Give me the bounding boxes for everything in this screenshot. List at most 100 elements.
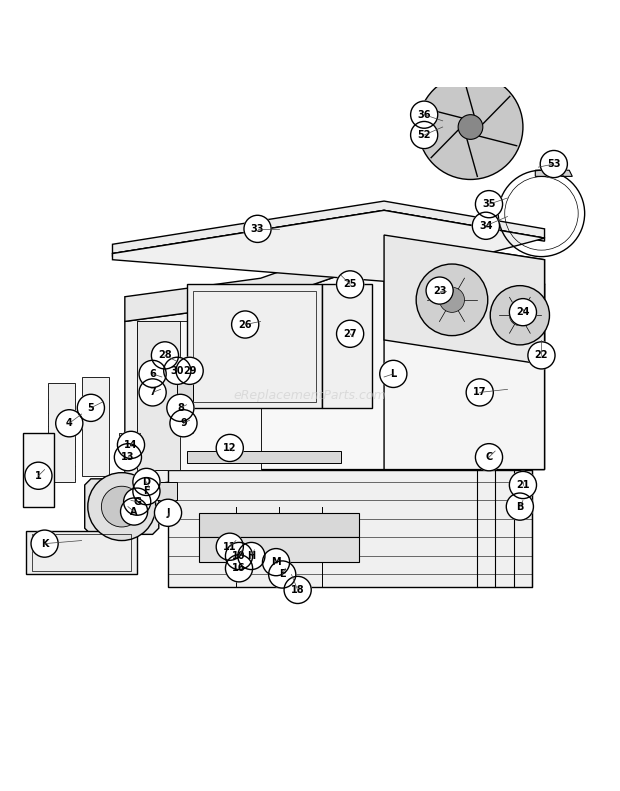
Circle shape [117, 431, 144, 459]
Polygon shape [187, 451, 341, 464]
Text: A: A [130, 506, 138, 517]
Text: 24: 24 [516, 307, 529, 317]
Circle shape [139, 361, 166, 388]
Circle shape [284, 577, 311, 604]
Polygon shape [112, 201, 544, 254]
Circle shape [151, 342, 179, 369]
Text: 29: 29 [183, 365, 197, 376]
Polygon shape [168, 470, 532, 587]
Polygon shape [322, 285, 372, 408]
Circle shape [476, 444, 503, 471]
Polygon shape [199, 537, 360, 562]
Text: 17: 17 [473, 388, 487, 397]
Circle shape [510, 305, 530, 326]
Circle shape [88, 473, 156, 540]
Polygon shape [137, 321, 260, 470]
Polygon shape [118, 433, 140, 464]
Circle shape [426, 277, 453, 305]
Text: 5: 5 [87, 403, 94, 413]
Circle shape [540, 150, 567, 178]
Polygon shape [125, 235, 544, 321]
Text: 28: 28 [158, 350, 172, 361]
Text: B: B [516, 501, 523, 512]
Text: 22: 22 [534, 350, 548, 361]
Text: 11: 11 [223, 542, 236, 551]
Circle shape [379, 361, 407, 388]
Circle shape [472, 212, 500, 240]
Text: F: F [143, 486, 150, 496]
Polygon shape [177, 371, 193, 433]
Polygon shape [187, 285, 322, 408]
Text: 10: 10 [232, 551, 246, 561]
Circle shape [167, 394, 194, 422]
Circle shape [416, 264, 488, 335]
Text: E: E [279, 570, 286, 580]
Polygon shape [260, 259, 544, 470]
Text: 16: 16 [232, 563, 246, 573]
Circle shape [238, 543, 265, 570]
Circle shape [123, 488, 151, 515]
Text: 18: 18 [291, 585, 304, 595]
Circle shape [154, 499, 182, 526]
Circle shape [226, 543, 252, 570]
Circle shape [337, 271, 364, 298]
Polygon shape [112, 210, 544, 282]
Circle shape [418, 74, 523, 180]
Text: 6: 6 [149, 369, 156, 379]
Text: 12: 12 [223, 443, 236, 453]
Polygon shape [146, 482, 177, 501]
Text: C: C [485, 452, 493, 462]
Polygon shape [82, 377, 109, 475]
Text: 27: 27 [343, 329, 357, 339]
Circle shape [170, 410, 197, 437]
Circle shape [507, 493, 533, 520]
Circle shape [466, 379, 494, 406]
Circle shape [226, 554, 252, 582]
Circle shape [31, 530, 58, 557]
Circle shape [410, 101, 438, 128]
Polygon shape [384, 235, 544, 365]
Circle shape [268, 561, 296, 588]
Polygon shape [384, 259, 544, 470]
Text: J: J [166, 508, 170, 518]
Circle shape [25, 462, 52, 490]
Circle shape [139, 379, 166, 406]
Text: 4: 4 [66, 418, 73, 428]
Circle shape [120, 498, 148, 525]
Text: K: K [41, 539, 48, 549]
Circle shape [244, 215, 271, 242]
Text: 30: 30 [170, 365, 184, 376]
Text: 35: 35 [482, 199, 496, 209]
Text: 14: 14 [124, 440, 138, 450]
Text: G: G [133, 497, 141, 507]
Polygon shape [535, 170, 572, 176]
Text: 8: 8 [177, 403, 184, 413]
Text: 9: 9 [180, 418, 187, 428]
Circle shape [56, 410, 83, 437]
Circle shape [216, 434, 243, 461]
Circle shape [133, 478, 160, 505]
Circle shape [490, 286, 549, 345]
Text: D: D [143, 477, 151, 487]
Text: M: M [271, 557, 281, 567]
Polygon shape [48, 383, 76, 482]
Circle shape [216, 533, 243, 560]
Circle shape [102, 486, 142, 527]
Polygon shape [23, 433, 54, 506]
Circle shape [510, 471, 536, 498]
Polygon shape [26, 532, 137, 574]
Circle shape [458, 115, 483, 139]
Text: eReplacementParts.com: eReplacementParts.com [234, 389, 386, 402]
Circle shape [78, 394, 104, 422]
Text: 7: 7 [149, 388, 156, 397]
Circle shape [262, 549, 290, 576]
Text: 53: 53 [547, 159, 560, 169]
Text: 34: 34 [479, 221, 493, 231]
Circle shape [176, 358, 203, 384]
Text: 1: 1 [35, 471, 42, 481]
Text: 25: 25 [343, 279, 357, 290]
Circle shape [476, 191, 503, 218]
Circle shape [164, 358, 191, 384]
Polygon shape [199, 513, 360, 537]
Polygon shape [125, 303, 260, 488]
